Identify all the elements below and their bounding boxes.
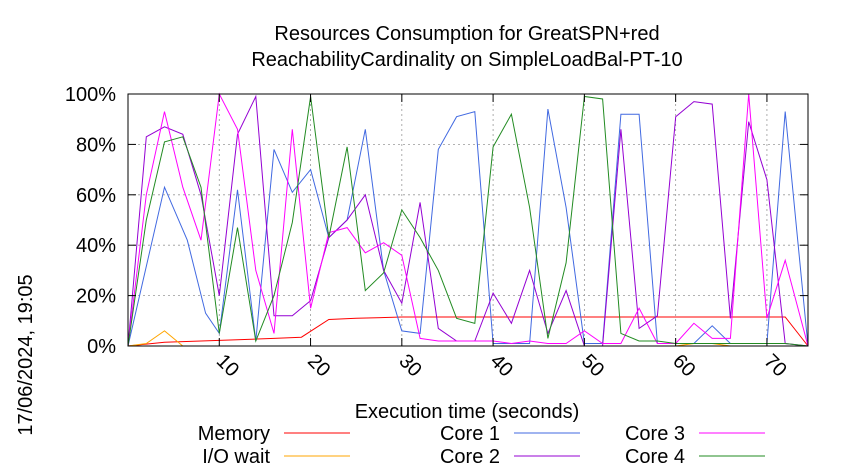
legend-label-i-o-wait: I/O wait (202, 446, 270, 468)
y-tick-label: 40% (76, 235, 116, 257)
x-tick-label: 60 (668, 350, 699, 381)
legend-label-core-2: Core 2 (440, 446, 500, 468)
x-tick-label: 50 (577, 350, 608, 381)
x-tick-label: 10 (212, 350, 243, 381)
x-tick-label: 20 (303, 350, 334, 381)
series-line-core-2 (127, 94, 809, 347)
series-line-core-4 (127, 95, 809, 347)
x-axis-ticks: 10 20 30 40 50 60 70 (212, 94, 791, 381)
chart-title-line1: Resources Consumption for GreatSPN+red (274, 23, 659, 45)
y-tick-label: 80% (76, 134, 116, 156)
legend-label-core-3: Core 3 (625, 423, 685, 445)
legend-label-core-4: Core 4 (625, 446, 685, 468)
y-tick-label: 100% (65, 84, 116, 106)
series-line-core-3 (127, 92, 809, 347)
series-line-memory (127, 316, 809, 347)
plot-frame (127, 93, 809, 347)
y-tick-label: 20% (76, 286, 116, 308)
legend-label-core-1: Core 1 (440, 423, 500, 445)
chart-title-line2: ReachabilityCardinality on SimpleLoadBal… (251, 49, 682, 71)
legend-label-memory: Memory (198, 423, 270, 445)
x-tick-label: 40 (486, 350, 517, 381)
grid-lines (128, 94, 808, 346)
timestamp-label: 17/06/2024, 19:05 (15, 274, 37, 435)
series-lines (127, 92, 809, 347)
x-tick-label: 70 (760, 350, 791, 381)
y-axis-ticks: 0% 20% 40% 60% 80% 100% (65, 84, 808, 358)
x-axis-label: Execution time (seconds) (355, 401, 580, 423)
x-tick-label: 30 (394, 350, 425, 381)
y-tick-label: 0% (87, 336, 116, 358)
y-tick-label: 60% (76, 185, 116, 207)
